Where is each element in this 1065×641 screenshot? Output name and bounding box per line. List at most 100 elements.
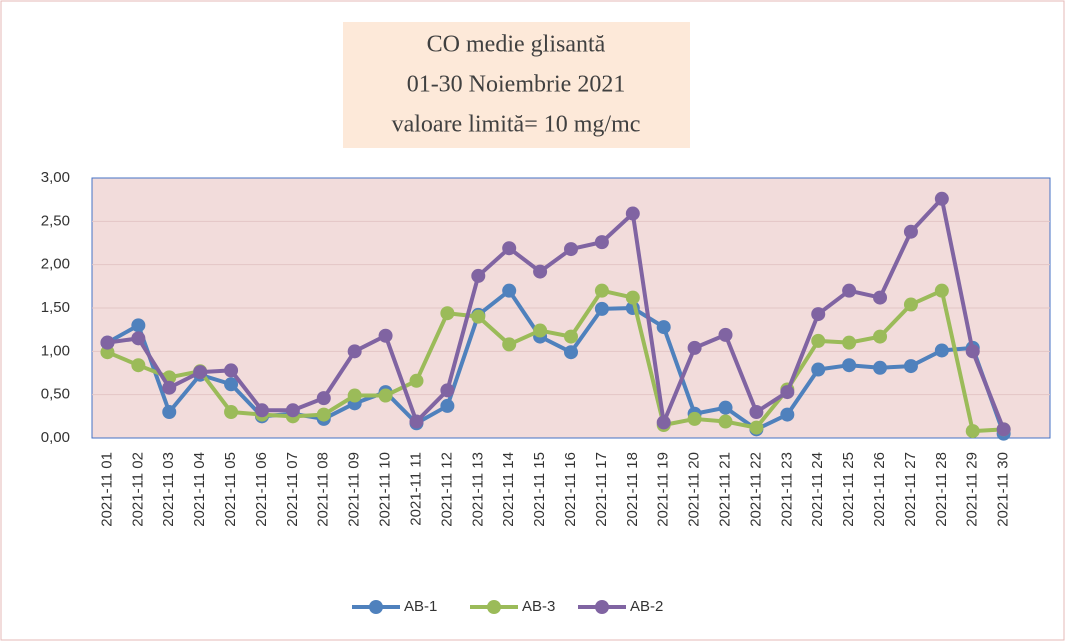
x-tick-label: 2021-11 06	[253, 452, 270, 527]
point	[594, 235, 609, 250]
point	[842, 358, 857, 373]
point	[409, 373, 424, 388]
point	[811, 307, 826, 322]
point	[131, 358, 146, 373]
point	[811, 362, 826, 377]
x-tick-label: 2021-11 08	[315, 452, 332, 527]
point	[193, 365, 208, 380]
point	[131, 331, 146, 346]
x-tick-label: 2021-11 01	[98, 452, 115, 527]
point	[873, 329, 888, 344]
point	[224, 363, 239, 378]
point	[564, 242, 578, 257]
y-tick-label: 2,00	[41, 256, 70, 273]
title-box	[343, 22, 690, 148]
x-tick-label: 2021-11 07	[284, 452, 301, 527]
point	[594, 283, 609, 298]
point	[224, 377, 239, 392]
x-tick-label: 2021-11 04	[191, 452, 208, 527]
x-tick-label: 2021-11 03	[160, 452, 177, 527]
point	[965, 344, 980, 359]
point	[873, 290, 888, 305]
point	[996, 422, 1011, 437]
point	[656, 415, 671, 430]
point	[749, 420, 764, 435]
x-tick-label: 2021-11 29	[964, 452, 981, 527]
point	[378, 388, 393, 403]
point	[687, 340, 702, 355]
point	[718, 414, 733, 429]
x-tick-label: 2021-11 24	[809, 452, 826, 527]
point	[934, 343, 949, 358]
point	[502, 283, 517, 298]
y-tick-label: 0,00	[41, 429, 70, 446]
point	[718, 327, 733, 342]
point	[471, 268, 486, 283]
annotation: valoare limită= 10 mg/mc	[392, 112, 641, 138]
point	[903, 359, 918, 374]
point	[842, 283, 857, 298]
legend-marker	[369, 600, 383, 614]
y-tick-label: 1,50	[41, 299, 70, 316]
point	[873, 360, 888, 375]
point	[440, 306, 455, 321]
point	[440, 398, 455, 413]
x-tick-label: 2021-11 13	[469, 452, 486, 527]
point	[594, 301, 609, 316]
x-tick-label: 2021-11 11	[407, 452, 424, 526]
point	[440, 383, 455, 398]
x-tick-label: 2021-11 30	[995, 452, 1012, 527]
x-tick-label: 2021-11 16	[562, 452, 579, 527]
x-tick-label: 2021-11 28	[933, 452, 950, 527]
point	[903, 224, 918, 239]
legend-marker	[595, 600, 609, 614]
y-tick-label: 0,50	[41, 386, 70, 403]
chart-subtitle: 01-30 Noiembrie 2021	[407, 72, 626, 98]
x-tick-label: 2021-11 14	[500, 452, 517, 527]
legend-marker	[487, 600, 501, 614]
point	[749, 405, 764, 419]
point	[934, 283, 949, 298]
x-tick-label: 2021-11 19	[655, 452, 672, 527]
point	[285, 403, 300, 418]
x-tick-label: 2021-11 15	[531, 452, 548, 527]
chart-title: CO medie glisantă	[427, 32, 606, 58]
x-tick-label: 2021-11 09	[346, 452, 363, 527]
point	[903, 297, 918, 312]
legend-label: AB-2	[630, 598, 663, 615]
x-tick-label: 2021-11 20	[686, 452, 703, 527]
point	[471, 309, 486, 324]
point	[316, 391, 331, 406]
point	[162, 405, 177, 419]
legend-label: AB-1	[404, 598, 437, 615]
point	[347, 388, 362, 403]
point	[409, 414, 424, 429]
point	[656, 320, 671, 335]
point	[316, 407, 331, 422]
point	[162, 380, 177, 395]
point	[965, 424, 980, 439]
x-tick-label: 2021-11 22	[747, 452, 764, 527]
legend-label: AB-3	[522, 598, 555, 615]
x-tick-label: 2021-11 27	[902, 452, 919, 527]
point	[625, 290, 640, 305]
point	[564, 345, 578, 360]
x-tick-label: 2021-11 25	[840, 452, 857, 527]
point	[625, 206, 640, 221]
point	[533, 323, 548, 338]
x-tick-label: 2021-11 26	[871, 452, 888, 527]
point	[842, 335, 857, 350]
x-tick-label: 2021-11 23	[778, 452, 795, 527]
x-tick-label: 2021-11 05	[222, 452, 239, 527]
y-tick-label: 2,50	[41, 212, 70, 229]
point	[347, 344, 362, 359]
point	[780, 407, 795, 422]
point	[131, 318, 146, 333]
point	[687, 411, 702, 426]
point	[254, 403, 269, 418]
point	[100, 335, 115, 350]
point	[533, 264, 548, 279]
x-tick-label: 2021-11 10	[377, 452, 394, 527]
x-tick-label: 2021-11 18	[624, 452, 641, 527]
